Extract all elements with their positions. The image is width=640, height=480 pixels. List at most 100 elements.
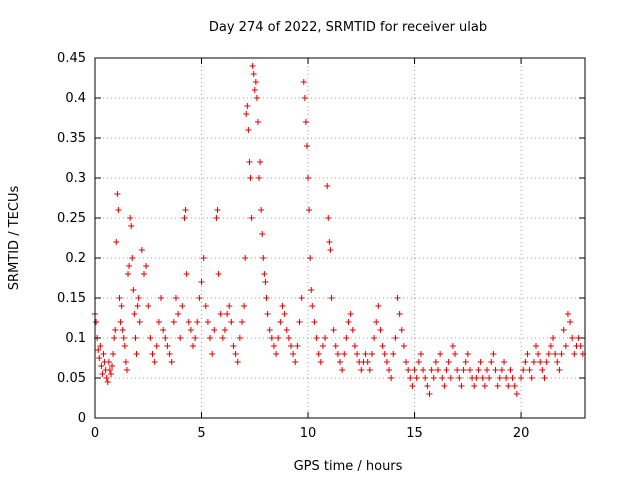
data-point — [477, 359, 484, 365]
data-point — [577, 343, 584, 349]
data-point — [486, 375, 493, 381]
data-point — [449, 343, 456, 349]
data-point — [252, 79, 259, 85]
data-point — [400, 343, 407, 349]
data-point — [379, 343, 386, 349]
data-point — [112, 327, 119, 333]
data-point — [126, 263, 133, 269]
data-point — [217, 311, 224, 317]
data-point — [362, 351, 369, 357]
data-point — [535, 351, 542, 357]
data-point — [326, 239, 333, 245]
data-point — [437, 351, 444, 357]
data-point — [388, 375, 395, 381]
data-point — [147, 335, 154, 341]
data-point — [242, 255, 249, 261]
data-point — [520, 367, 527, 373]
data-point — [324, 183, 331, 189]
data-point — [204, 319, 211, 325]
data-point — [554, 359, 561, 365]
data-point — [131, 311, 138, 317]
data-point — [524, 351, 531, 357]
data-point — [550, 335, 557, 341]
data-point — [125, 271, 132, 277]
data-point — [254, 119, 261, 125]
data-point — [95, 347, 102, 353]
y-tick-label: 0.05 — [57, 371, 86, 386]
data-point — [358, 367, 365, 373]
data-point — [435, 367, 441, 373]
data-point — [484, 367, 490, 373]
data-point — [396, 311, 403, 317]
data-point — [241, 303, 248, 309]
data-point — [143, 263, 150, 269]
data-point — [261, 271, 268, 277]
data-point — [471, 383, 478, 389]
data-point — [560, 327, 567, 333]
data-point — [405, 367, 412, 373]
data-point — [181, 215, 188, 221]
data-point — [259, 231, 266, 237]
data-point — [141, 271, 147, 277]
data-point — [381, 351, 388, 357]
data-point — [298, 295, 305, 301]
data-point — [234, 359, 241, 365]
data-point — [266, 327, 273, 333]
data-point — [528, 375, 535, 381]
data-point — [149, 351, 156, 357]
data-point — [99, 371, 106, 377]
y-tick-label: 0.25 — [57, 211, 86, 226]
data-point — [392, 335, 399, 341]
data-point — [458, 383, 465, 389]
data-point — [569, 335, 576, 341]
data-point — [104, 379, 111, 385]
data-point — [345, 319, 352, 325]
data-point — [134, 303, 141, 309]
chart-title: Day 274 of 2022, SRMTID for receiver ula… — [209, 20, 487, 35]
data-point — [288, 343, 294, 349]
data-point — [130, 287, 137, 293]
data-point — [244, 103, 251, 109]
data-point — [498, 367, 505, 373]
data-point — [315, 351, 322, 357]
data-point — [213, 215, 220, 221]
data-point — [172, 295, 179, 301]
data-point — [132, 335, 139, 341]
data-point — [251, 87, 258, 93]
data-point — [507, 367, 514, 373]
data-point — [377, 327, 384, 333]
data-point — [246, 159, 253, 165]
data-point — [179, 303, 186, 309]
data-point — [564, 311, 571, 317]
data-point — [109, 363, 116, 369]
data-point — [373, 319, 380, 325]
data-point — [158, 295, 165, 301]
data-point — [113, 239, 120, 245]
data-point — [93, 319, 100, 325]
data-point — [503, 375, 510, 381]
x-tick-label: 5 — [197, 426, 205, 441]
data-point — [250, 71, 257, 77]
data-point — [145, 303, 152, 309]
data-point — [239, 319, 245, 325]
data-point — [428, 367, 435, 373]
data-point — [281, 311, 288, 317]
y-tick-label: 0.1 — [65, 331, 86, 346]
data-point — [198, 279, 205, 285]
data-point — [192, 335, 199, 341]
data-point — [443, 367, 450, 373]
y-tick-label: 0.15 — [57, 291, 86, 306]
data-point — [245, 127, 252, 133]
data-point — [296, 319, 303, 325]
data-point — [366, 367, 373, 373]
data-point — [226, 303, 233, 309]
data-point — [460, 367, 467, 373]
data-point — [107, 371, 114, 377]
data-point — [258, 207, 265, 213]
data-point — [262, 279, 269, 285]
data-point — [106, 367, 113, 373]
data-point — [182, 207, 189, 213]
data-point — [334, 351, 341, 357]
data-point — [490, 351, 497, 357]
data-point — [129, 255, 136, 261]
